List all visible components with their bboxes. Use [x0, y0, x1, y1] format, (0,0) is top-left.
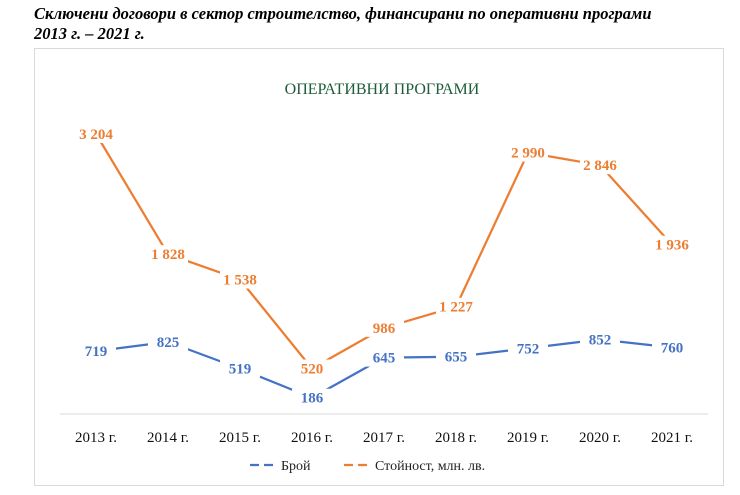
- document-title-line-1: Сключени договори в сектор строителство,…: [34, 4, 652, 23]
- data-label: 520: [301, 362, 324, 378]
- chart-title: ОПЕРАТИВНИ ПРОГРАМИ: [285, 81, 480, 98]
- chart-frame: [34, 48, 724, 486]
- document-title-line-2: 2013 г. – 2021 г.: [34, 24, 145, 43]
- data-label-bg: [76, 124, 116, 143]
- data-label-bg: [292, 359, 332, 378]
- data-label-bg: [220, 270, 260, 289]
- data-label-bg: [580, 156, 620, 175]
- data-label-bg: [364, 318, 404, 337]
- legend-label: Брой: [281, 459, 311, 474]
- data-label: 719: [85, 344, 108, 360]
- data-label-bg: [652, 338, 692, 357]
- data-label: 655: [445, 350, 468, 366]
- data-label-bg: [364, 348, 404, 367]
- data-label: 186: [301, 391, 324, 407]
- data-label-bg: [580, 330, 620, 349]
- x-tick-label: 2014 г.: [147, 430, 189, 446]
- data-label-bg: [652, 235, 692, 254]
- x-tick-label: 2015 г.: [219, 430, 261, 446]
- data-label: 2 846: [583, 158, 617, 174]
- x-tick-label: 2021 г.: [651, 430, 693, 446]
- x-tick-label: 2018 г.: [435, 430, 477, 446]
- data-label-bg: [148, 245, 188, 264]
- x-tick-label: 2016 г.: [291, 430, 333, 446]
- data-label: 519: [229, 362, 252, 378]
- data-label: 1 936: [655, 238, 689, 254]
- data-label-bg: [148, 332, 188, 351]
- data-label: 752: [517, 341, 540, 357]
- data-label: 825: [157, 335, 180, 351]
- data-label-bg: [436, 297, 476, 316]
- legend-label: Стойност, млн. лв.: [375, 459, 485, 474]
- data-label-bg: [508, 143, 548, 162]
- data-label: 1 538: [223, 273, 257, 289]
- data-label: 852: [589, 333, 612, 349]
- x-tick-label: 2017 г.: [363, 430, 405, 446]
- data-label: 1 828: [151, 247, 185, 263]
- x-tick-label: 2020 г.: [579, 430, 621, 446]
- data-label-bg: [508, 339, 548, 358]
- x-tick-label: 2013 г.: [75, 430, 117, 446]
- document-title: Сключени договори в сектор строителство,…: [34, 4, 724, 44]
- data-label-bg: [76, 342, 116, 361]
- data-label: 986: [373, 321, 396, 337]
- x-tick-label: 2019 г.: [507, 430, 549, 446]
- data-label-bg: [220, 359, 260, 378]
- data-label-bg: [292, 388, 332, 407]
- data-label: 1 227: [439, 300, 473, 316]
- data-label: 760: [661, 341, 684, 357]
- data-label: 645: [373, 351, 396, 367]
- data-label-bg: [436, 347, 476, 366]
- data-label: 2 990: [511, 146, 545, 162]
- data-label: 3 204: [79, 127, 113, 143]
